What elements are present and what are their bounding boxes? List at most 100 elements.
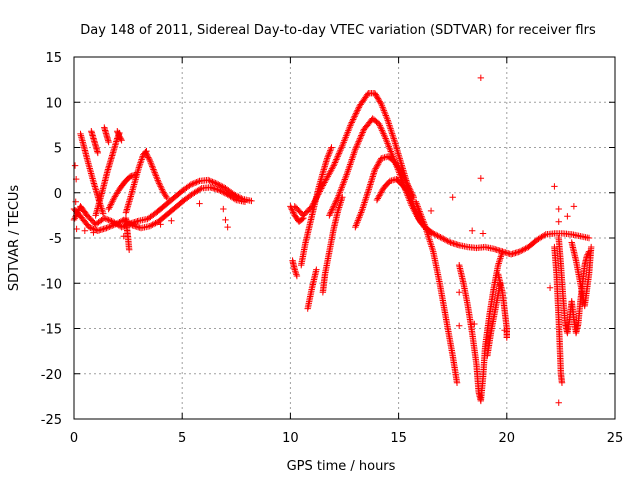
data-point <box>406 197 413 204</box>
data-point <box>431 231 438 238</box>
data-point <box>338 184 345 191</box>
data-point <box>335 150 343 157</box>
x-tick-label: 15 <box>390 431 407 446</box>
data-point <box>328 144 335 151</box>
data-point <box>443 237 450 244</box>
data-point <box>323 155 331 162</box>
data-point <box>501 327 508 334</box>
data-point <box>334 153 341 160</box>
data-point <box>222 216 229 224</box>
data-point <box>338 144 345 151</box>
data-point <box>351 113 358 120</box>
data-point <box>380 107 388 114</box>
data-point <box>137 157 145 165</box>
data-point <box>337 185 345 193</box>
data-point <box>115 130 122 138</box>
data-point <box>336 190 343 198</box>
data-point <box>584 251 591 258</box>
data-point <box>337 147 344 154</box>
data-point <box>386 122 393 129</box>
data-point <box>413 200 420 207</box>
data-point <box>334 207 342 215</box>
data-point <box>231 195 239 203</box>
data-point <box>168 217 175 225</box>
data-point <box>356 136 363 144</box>
data-point <box>352 223 359 231</box>
data-point <box>331 200 339 207</box>
data-point <box>398 169 405 176</box>
data-point <box>291 266 298 273</box>
data-point <box>352 144 360 151</box>
data-point <box>363 192 370 200</box>
grid <box>74 57 615 419</box>
data-point <box>220 205 227 213</box>
data-point <box>329 163 337 171</box>
data-point <box>157 183 164 190</box>
data-point <box>329 206 336 213</box>
data-point <box>479 230 487 237</box>
data-point <box>386 123 394 131</box>
data-point <box>357 209 365 216</box>
data-point <box>356 212 364 219</box>
data-point <box>326 212 333 219</box>
data-point <box>404 180 411 187</box>
y-tick-label: -25 <box>41 413 62 428</box>
data-point <box>441 236 448 243</box>
data-point <box>360 202 367 210</box>
data-point <box>426 236 433 243</box>
data-point <box>497 253 505 260</box>
data-point <box>364 191 371 198</box>
data-point <box>120 232 127 240</box>
data-point <box>389 132 396 139</box>
data-point <box>349 154 356 161</box>
data-point <box>373 163 380 171</box>
data-point <box>149 221 156 228</box>
data-point <box>375 96 383 104</box>
data-point <box>518 247 525 255</box>
data-point <box>327 147 334 154</box>
data-point <box>106 202 114 210</box>
data-point <box>410 194 417 201</box>
data-point <box>146 223 153 230</box>
data-point <box>215 186 223 194</box>
data-point <box>352 222 360 229</box>
data-point <box>372 165 379 172</box>
data-point <box>428 243 435 250</box>
data-point <box>313 266 320 273</box>
data-point <box>290 209 297 216</box>
data-point <box>546 284 554 291</box>
data-point <box>207 178 215 185</box>
data-point <box>157 221 164 228</box>
data-point <box>114 129 122 136</box>
data-point <box>163 194 171 202</box>
data-point <box>375 120 383 128</box>
data-point <box>449 194 456 201</box>
data-point <box>152 170 159 178</box>
data-point <box>111 221 119 228</box>
data-point <box>406 191 413 198</box>
data-point <box>386 145 393 152</box>
y-tick-label: -20 <box>41 368 62 383</box>
data-point <box>327 209 334 216</box>
data-point <box>426 238 434 245</box>
x-tick-label: 10 <box>282 431 299 446</box>
data-point <box>114 128 121 135</box>
data-point <box>221 189 228 197</box>
data-point <box>330 203 337 210</box>
data-point <box>114 219 122 227</box>
data-point <box>189 180 196 188</box>
y-tick-label: -10 <box>41 277 62 292</box>
data-point <box>380 130 387 137</box>
data-point <box>109 198 116 205</box>
data-point <box>155 180 163 187</box>
data-point <box>427 207 435 215</box>
data-point <box>453 379 461 386</box>
data-point <box>101 214 108 222</box>
data-point <box>377 99 384 106</box>
data-point <box>293 271 300 278</box>
x-tick-label: 25 <box>607 431 624 446</box>
data-point <box>387 148 395 155</box>
data-point <box>382 112 390 119</box>
data-point <box>332 157 339 165</box>
